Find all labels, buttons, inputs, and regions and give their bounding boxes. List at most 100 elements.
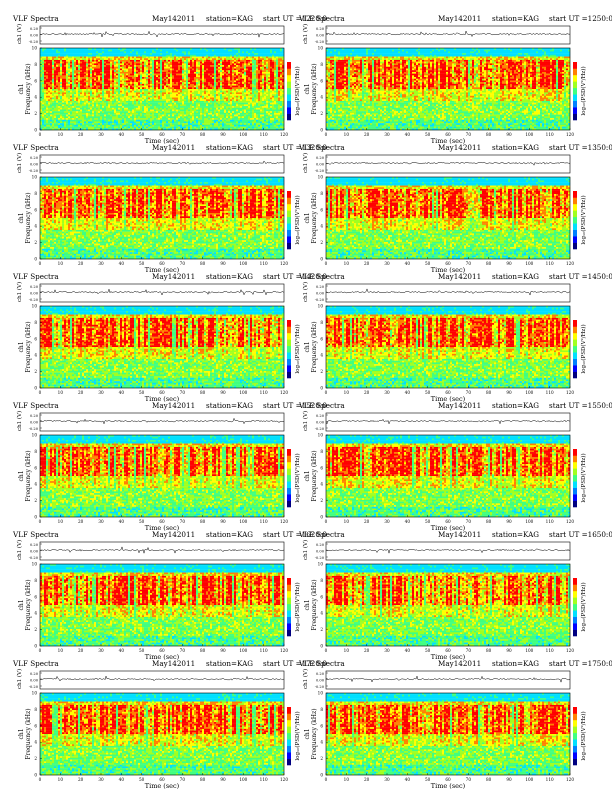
y-tick-label: 10 (32, 562, 38, 567)
x-tick-label: 100 (239, 648, 247, 653)
panel-title: VLF Spectra (12, 401, 59, 410)
colorbar-swatch (573, 488, 577, 495)
colorbar-swatch (573, 352, 577, 359)
spectrogram-heatmap (326, 306, 570, 388)
waveform-tick-label: 0.00 (30, 421, 39, 425)
spectrogram-heatmap (40, 306, 284, 388)
y-tick-label: 8 (320, 62, 323, 67)
y-tick-label: 2 (34, 240, 37, 245)
waveform-y-label: ch1 (V) (16, 24, 23, 44)
colorbar: log₁₀(PSD(V²/Hz)) (573, 320, 587, 378)
colorbar-swatch (287, 752, 291, 759)
y-tick-label: 6 (320, 594, 323, 599)
x-tick-label: 100 (525, 132, 533, 137)
panel-date: May142011 (438, 143, 481, 152)
y-tick-label: 8 (34, 578, 37, 583)
x-tick-label: 120 (566, 777, 574, 782)
waveform-tick-label: 0.20 (30, 672, 39, 676)
y-axis-label: Frequency (kHz) (25, 708, 32, 759)
x-tick-label: 40 (119, 777, 125, 782)
colorbar-swatch (573, 468, 577, 475)
y-tick-label: 6 (320, 336, 323, 341)
colorbar-swatch (573, 75, 577, 82)
colorbar: log₁₀(PSD(V²/Hz)) (573, 449, 587, 507)
x-tick-label: 10 (58, 132, 64, 137)
colorbar-swatch (287, 230, 291, 237)
colorbar: log₁₀(PSD(V²/Hz)) (287, 191, 301, 249)
x-tick-label: 100 (239, 132, 247, 137)
y-tick-label: 6 (320, 78, 323, 83)
colorbar-label: log₁₀(PSD(V²/Hz)) (294, 195, 301, 244)
waveform-tick-label: 0.00 (316, 550, 325, 554)
panel-date: May142011 (152, 401, 195, 410)
colorbar-swatch (573, 326, 577, 333)
colorbar-swatch (287, 468, 291, 475)
x-tick-label: 30 (384, 261, 390, 266)
colorbar: log₁₀(PSD(V²/Hz)) (573, 578, 587, 636)
x-tick-label: 10 (344, 519, 350, 524)
x-tick-label: 20 (364, 261, 370, 266)
waveform-y-label: ch1 (V) (16, 540, 23, 560)
colorbar-swatch (573, 584, 577, 591)
x-tick-label: 30 (98, 648, 104, 653)
colorbar: log₁₀(PSD(V²/Hz)) (287, 578, 301, 636)
x-tick-label: 30 (98, 261, 104, 266)
colorbar-swatch (287, 591, 291, 598)
x-tick-label: 120 (566, 132, 574, 137)
y-axis-channel-label: ch1 (18, 341, 25, 352)
colorbar-swatch (287, 455, 291, 462)
x-tick-label: 50 (139, 519, 145, 524)
y-tick-label: 0 (320, 128, 323, 133)
y-axis-label: Frequency (kHz) (25, 579, 32, 630)
x-tick-label: 110 (546, 132, 554, 137)
colorbar-swatch (573, 720, 577, 727)
y-tick-label: 4 (320, 95, 323, 100)
y-axis-channel-label: ch1 (18, 728, 25, 739)
x-tick-label: 10 (344, 777, 350, 782)
x-tick-label: 110 (260, 261, 268, 266)
colorbar-swatch (573, 746, 577, 753)
panel-station: station=KAG (492, 143, 539, 152)
colorbar-swatch (287, 726, 291, 733)
spectrogram-heatmap (326, 564, 570, 646)
x-tick-label: 100 (525, 519, 533, 524)
colorbar-swatch (287, 210, 291, 217)
colorbar-swatch (287, 101, 291, 108)
colorbar-label: log₁₀(PSD(V²/Hz)) (580, 66, 587, 115)
x-tick-label: 100 (239, 777, 247, 782)
y-tick-label: 0 (34, 257, 37, 262)
x-tick-label: 0 (325, 261, 328, 266)
x-tick-label: 10 (344, 132, 350, 137)
colorbar: log₁₀(PSD(V²/Hz)) (287, 707, 301, 765)
y-axis-channel-label: ch1 (18, 83, 25, 94)
colorbar-swatch (573, 191, 577, 198)
waveform-tick-label: 0.20 (30, 27, 39, 31)
x-tick-label: 40 (405, 390, 411, 395)
y-tick-label: 4 (320, 740, 323, 745)
x-tick-label: 20 (364, 777, 370, 782)
x-tick-label: 30 (98, 519, 104, 524)
y-tick-label: 8 (320, 320, 323, 325)
colorbar-swatch (573, 759, 577, 766)
x-tick-label: 120 (566, 261, 574, 266)
y-tick-label: 0 (34, 644, 37, 649)
colorbar: log₁₀(PSD(V²/Hz)) (287, 62, 301, 120)
y-tick-label: 8 (34, 62, 37, 67)
y-tick-label: 2 (34, 498, 37, 503)
y-axis-channel-label: ch1 (18, 470, 25, 481)
y-tick-label: 2 (34, 369, 37, 374)
x-tick-label: 100 (239, 519, 247, 524)
y-axis-label: Frequency (kHz) (311, 579, 318, 630)
y-tick-label: 6 (34, 78, 37, 83)
x-tick-label: 110 (260, 390, 268, 395)
colorbar-swatch (573, 455, 577, 462)
y-tick-label: 4 (34, 482, 37, 487)
colorbar-swatch (573, 494, 577, 501)
colorbar-swatch (287, 62, 291, 69)
panel-title: VLF Spectra (298, 401, 345, 410)
colorbar-swatch (287, 713, 291, 720)
colorbar-swatch (287, 333, 291, 340)
y-tick-label: 6 (320, 465, 323, 470)
